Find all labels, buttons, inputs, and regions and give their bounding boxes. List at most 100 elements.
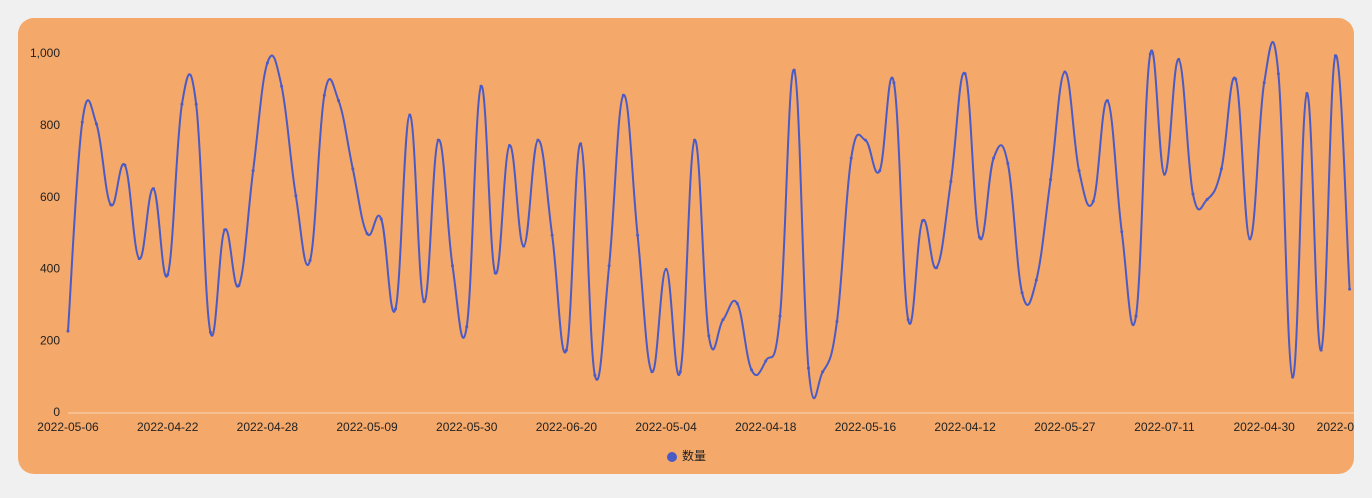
x-tick-label: 2022-06-20 <box>536 420 598 434</box>
point <box>621 93 625 97</box>
y-tick-label: 400 <box>40 262 60 276</box>
x-tick-label: 2022-04-30 <box>1233 420 1295 434</box>
point <box>778 314 782 318</box>
point <box>137 257 141 261</box>
point <box>764 359 768 363</box>
point <box>422 300 426 304</box>
point <box>123 163 127 167</box>
point <box>550 233 554 237</box>
y-tick-label: 600 <box>40 190 60 204</box>
point <box>1162 172 1166 176</box>
y-tick-label: 0 <box>53 405 60 419</box>
point <box>223 228 227 232</box>
point <box>607 264 611 268</box>
point <box>66 329 70 333</box>
point <box>678 370 682 374</box>
point <box>322 93 326 97</box>
point <box>1006 161 1010 165</box>
point <box>1248 237 1252 241</box>
point <box>1034 278 1038 282</box>
point <box>251 169 255 173</box>
point <box>80 120 84 124</box>
point <box>1020 291 1024 295</box>
legend-label: 数量 <box>682 448 706 463</box>
point <box>1049 178 1053 182</box>
point <box>351 167 355 171</box>
plot: 0 200 400 600 800 1,000 2022-05-06 2022-04-22 20… <box>30 41 1355 463</box>
point <box>906 318 910 322</box>
point <box>493 271 497 275</box>
point <box>394 307 398 311</box>
x-tick-label: 2022-05-16 <box>835 420 897 434</box>
point <box>1134 314 1138 318</box>
point <box>1234 77 1238 81</box>
point <box>1063 70 1067 74</box>
point <box>963 72 967 76</box>
point <box>1148 52 1152 56</box>
point <box>806 366 810 370</box>
card <box>18 18 1354 474</box>
point <box>208 330 212 334</box>
point <box>151 187 155 191</box>
x-tick-label: 2022-05-06 <box>37 420 99 434</box>
point <box>109 203 113 207</box>
point <box>379 217 383 221</box>
point <box>1291 375 1295 379</box>
point <box>436 138 440 142</box>
point <box>308 258 312 262</box>
point <box>721 318 725 322</box>
point <box>294 194 298 198</box>
point <box>1333 54 1337 58</box>
point <box>693 138 697 142</box>
y-tick-label: 800 <box>40 118 60 132</box>
point <box>650 370 654 374</box>
point <box>892 81 896 85</box>
point <box>707 334 711 338</box>
x-tick-label: 2022-07-11 <box>1134 420 1195 434</box>
x-tick-label: 2022-04-12 <box>934 420 996 434</box>
point <box>1106 99 1110 103</box>
x-tick-label: 2022-04-28 <box>237 420 299 434</box>
legend-marker <box>667 452 677 462</box>
point <box>365 232 369 235</box>
point <box>664 267 668 271</box>
point <box>863 138 867 142</box>
point <box>280 84 284 88</box>
series-line <box>67 41 1351 400</box>
point <box>593 373 597 377</box>
point <box>735 302 739 306</box>
point <box>878 169 882 173</box>
point <box>180 102 184 106</box>
point <box>465 325 469 329</box>
point <box>835 319 839 323</box>
point <box>750 368 754 372</box>
point <box>450 264 454 268</box>
point <box>1205 197 1209 201</box>
point <box>536 138 540 142</box>
point <box>194 102 198 106</box>
y-tick-label: 200 <box>40 333 60 347</box>
x-tick-label: 2022-05-30 <box>436 420 498 434</box>
x-tick-label: 2022-0 <box>1317 420 1355 434</box>
point <box>166 273 170 277</box>
x-tick-label: 2022-05-04 <box>635 420 697 434</box>
y-tick-label: 1,000 <box>30 46 60 60</box>
point <box>522 244 526 248</box>
point <box>479 84 483 88</box>
point <box>507 144 511 148</box>
point <box>1348 287 1352 291</box>
point <box>992 156 996 160</box>
point <box>935 266 939 270</box>
point <box>564 348 568 352</box>
point <box>949 179 953 183</box>
point <box>1177 57 1181 61</box>
x-tick-label: 2022-05-09 <box>336 420 398 434</box>
point <box>1077 169 1081 173</box>
point <box>1305 91 1309 95</box>
point <box>1091 199 1095 203</box>
x-tick-label: 2022-04-22 <box>137 420 199 434</box>
point <box>1191 192 1195 196</box>
point <box>1219 167 1223 171</box>
point <box>849 156 853 160</box>
point <box>1276 72 1280 76</box>
